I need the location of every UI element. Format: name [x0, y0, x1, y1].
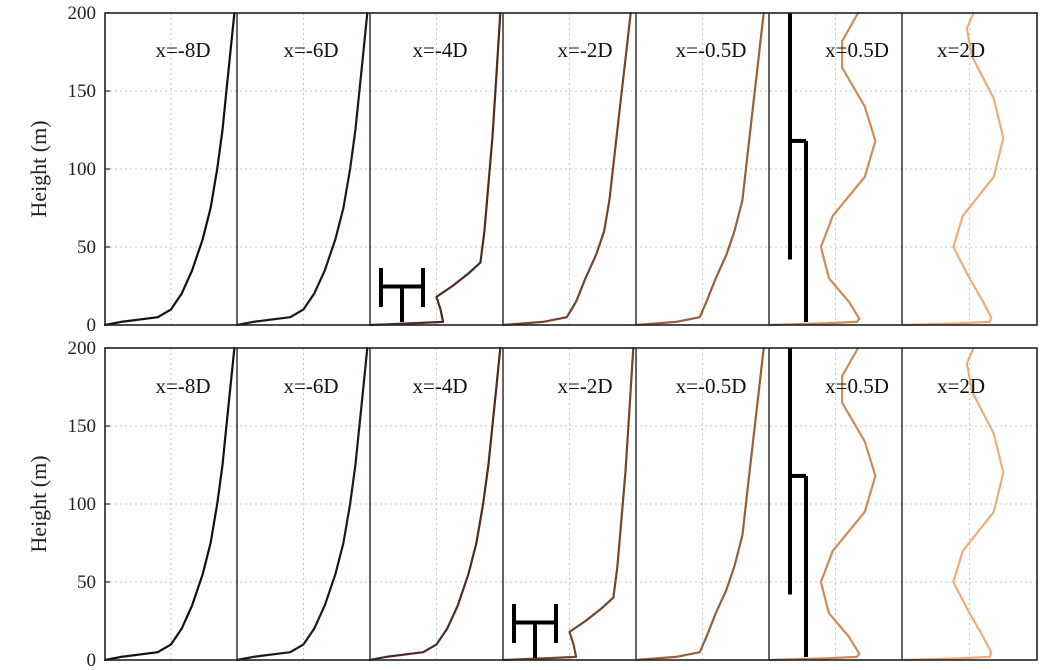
station-label: x=-8D	[155, 38, 210, 62]
station-label: x=-0.5D	[676, 38, 747, 62]
profile-line-x-2d	[501, 11, 632, 327]
profile-line-x-0.5d	[634, 11, 765, 327]
y-tick-label: 200	[68, 3, 97, 24]
profile-line-x-8d	[103, 346, 236, 662]
panel-bottom: x=-8D x=-6D x=-4D x=-2D x=-0.5D x=0.5D x=2D 0 50…	[26, 338, 1038, 670]
y-tick-label: 0	[87, 315, 97, 336]
station-label: x=-2D	[557, 374, 612, 398]
profile-line-x0.5d	[767, 11, 877, 327]
profile-line-x-6d	[235, 346, 369, 662]
profile-line-x-4d	[368, 346, 502, 662]
y-tick-label: 100	[68, 494, 97, 515]
profile-line-x0.5d	[767, 346, 877, 662]
y-tick-label: 200	[68, 338, 97, 359]
station-label: x=2D	[937, 38, 985, 62]
panel-frame	[104, 347, 1038, 661]
station-label: x=-0.5D	[676, 374, 747, 398]
station-label: x=-6D	[283, 38, 338, 62]
station-label: x=-6D	[283, 374, 338, 398]
station-label: x=-2D	[557, 38, 612, 62]
y-tick-label: 50	[77, 572, 96, 593]
y-axis-label: Height (m)	[26, 455, 51, 552]
y-tick-label: 150	[68, 81, 97, 102]
station-label: x=-4D	[412, 374, 467, 398]
profile-line-x2d	[900, 346, 1005, 662]
profile-line-x-6d	[235, 11, 369, 327]
y-axis-label: Height (m)	[26, 120, 51, 217]
profile-line-x-0.5d	[634, 346, 765, 662]
station-label: x=0.5D	[825, 374, 889, 398]
panel-frame	[104, 12, 1038, 326]
station-label: x=2D	[937, 374, 985, 398]
y-tick-label: 150	[68, 416, 97, 437]
profile-line-x2d	[900, 11, 1005, 327]
profile-line-x-4d	[368, 11, 502, 327]
y-tick-label: 50	[77, 237, 96, 258]
y-tick-label: 0	[87, 650, 97, 670]
station-label: x=0.5D	[825, 38, 889, 62]
turbine-glyph-icon	[379, 268, 425, 322]
turbine-glyph-icon	[512, 604, 558, 658]
station-label: x=-8D	[155, 374, 210, 398]
station-label: x=-4D	[412, 38, 467, 62]
panel-top: x=-8D x=-6D x=-4D x=-2D x=-0.5D x=0.5D x=2D 0 50…	[26, 3, 1038, 336]
y-tick-label: 100	[68, 159, 97, 180]
profile-line-x-8d	[103, 11, 236, 327]
profile-line-x-2d	[501, 346, 635, 662]
